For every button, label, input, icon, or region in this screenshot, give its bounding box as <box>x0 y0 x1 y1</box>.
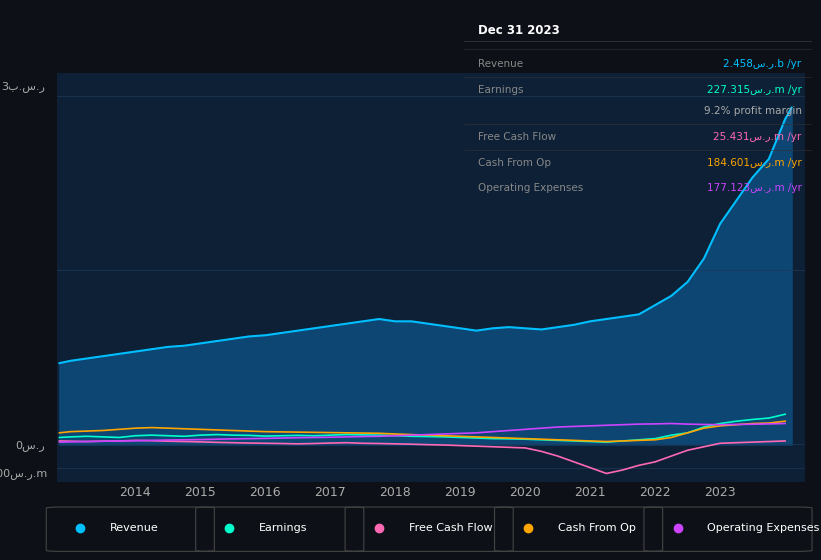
Text: 184.601س.ر.m /yr: 184.601س.ر.m /yr <box>707 158 801 168</box>
Text: 227.315س.ر.m /yr: 227.315س.ر.m /yr <box>707 85 801 95</box>
Text: 0س.ر: 0س.ر <box>16 440 45 451</box>
Text: 9.2% profit margin: 9.2% profit margin <box>704 106 801 115</box>
Text: Earnings: Earnings <box>478 85 523 95</box>
Text: Free Cash Flow: Free Cash Flow <box>478 132 556 142</box>
Text: 2.458س.ر.b /yr: 2.458س.ر.b /yr <box>723 59 801 69</box>
Text: Cash From Op: Cash From Op <box>478 158 551 168</box>
Text: 25.431س.ر.m /yr: 25.431س.ر.m /yr <box>713 132 801 142</box>
Text: 3ب.س.ر: 3ب.س.ر <box>2 81 45 92</box>
Text: Dec 31 2023: Dec 31 2023 <box>478 24 560 38</box>
Text: 177.123س.ر.m /yr: 177.123س.ر.m /yr <box>707 183 801 193</box>
Text: Free Cash Flow: Free Cash Flow <box>409 523 493 533</box>
Text: Operating Expenses: Operating Expenses <box>478 183 583 193</box>
Text: -200س.ر.m: -200س.ر.m <box>0 468 48 479</box>
Text: Revenue: Revenue <box>110 523 158 533</box>
Text: Earnings: Earnings <box>259 523 308 533</box>
Text: Revenue: Revenue <box>478 59 523 69</box>
Text: Operating Expenses: Operating Expenses <box>708 523 820 533</box>
Text: Cash From Op: Cash From Op <box>558 523 636 533</box>
